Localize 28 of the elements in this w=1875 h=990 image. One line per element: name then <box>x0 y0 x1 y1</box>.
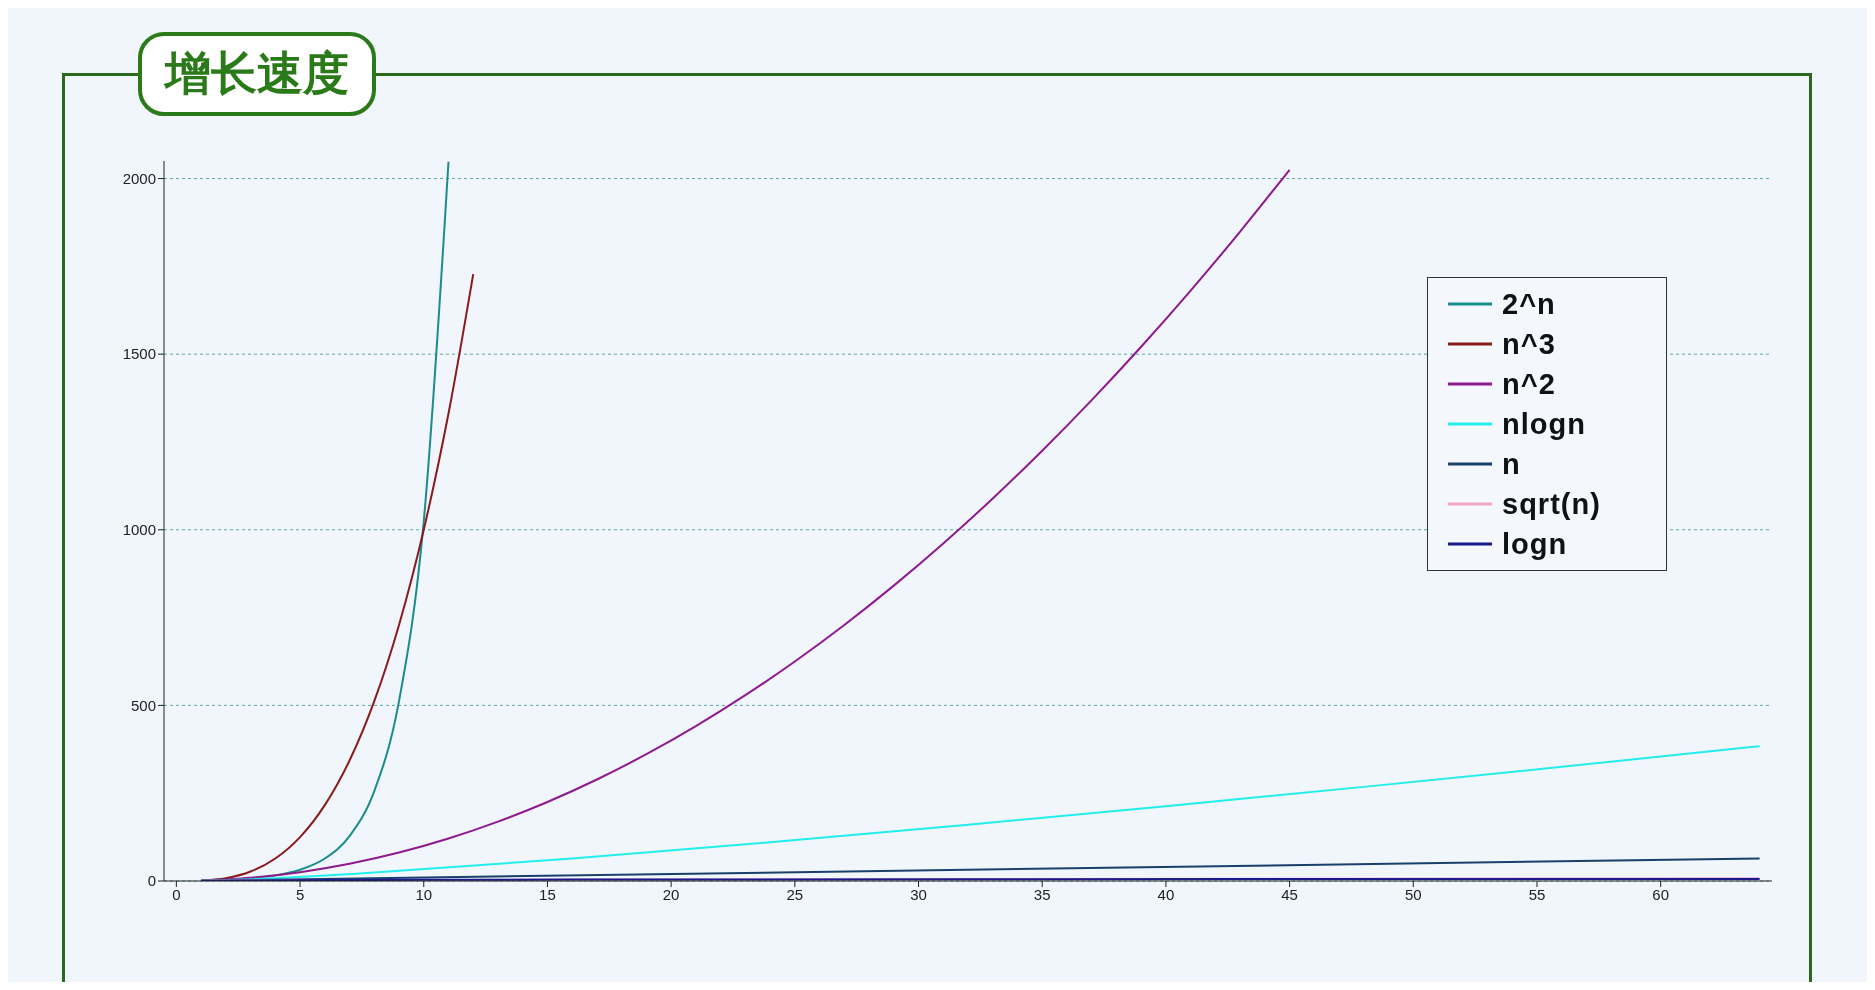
line-series <box>200 273 475 881</box>
x-tick-label: 5 <box>295 885 305 903</box>
x-tick-label: 35 <box>1033 885 1051 903</box>
x-tick-label: 10 <box>415 885 433 903</box>
x-tick-label: 50 <box>1404 885 1422 903</box>
x-tick-label: 25 <box>786 885 804 903</box>
y-tick-label: 500 <box>130 696 156 714</box>
legend-label: sqrt(n) <box>1502 487 1601 521</box>
legend-label: nlogn <box>1502 407 1586 441</box>
x-tick-label: 0 <box>172 885 181 903</box>
legend-label: 2^n <box>1502 287 1556 321</box>
legend-label: n <box>1502 447 1521 481</box>
x-tick-label: 20 <box>662 885 680 903</box>
x-tick-label: 15 <box>539 885 556 903</box>
y-tick-label: 1000 <box>122 521 156 539</box>
x-tick-label: 55 <box>1528 885 1546 903</box>
x-tick-label: 40 <box>1157 885 1175 903</box>
y-tick-label: 2000 <box>122 169 156 187</box>
x-tick-label: 60 <box>1652 885 1670 903</box>
y-tick-label: 1500 <box>122 345 156 363</box>
legend-label: n^3 <box>1502 327 1556 361</box>
x-tick-label: 45 <box>1281 885 1298 903</box>
chart-title: 增长速度 <box>138 32 376 116</box>
y-tick-label: 0 <box>147 872 156 890</box>
x-tick-label: 30 <box>910 885 927 903</box>
line-series <box>200 161 450 881</box>
legend-label: n^2 <box>1502 367 1556 401</box>
legend-label: logn <box>1502 527 1568 561</box>
